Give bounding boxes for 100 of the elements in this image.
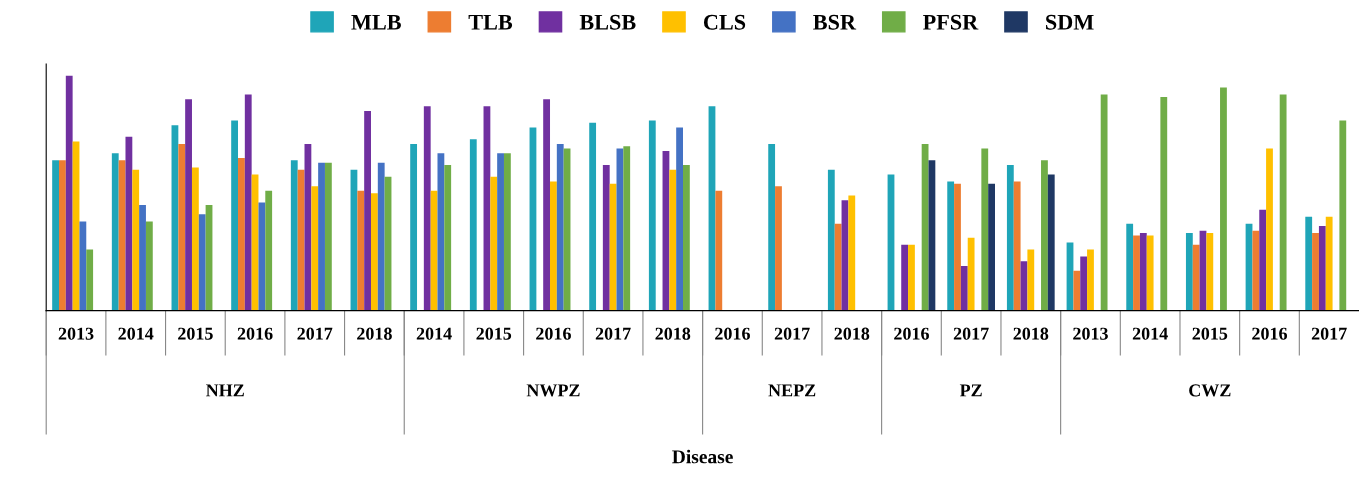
x-tick-label: 2017 (595, 327, 631, 340)
x-tick-label: 2017 (953, 327, 989, 340)
bar (258, 202, 266, 311)
bar (768, 143, 776, 311)
bar (901, 244, 909, 311)
bar (437, 153, 445, 311)
bar (683, 165, 690, 311)
bar (543, 99, 551, 311)
bar (908, 244, 915, 311)
bar (623, 146, 631, 311)
x-tick-label: 2017 (774, 327, 810, 340)
bar (58, 160, 66, 311)
bar (921, 143, 929, 311)
bar (370, 193, 378, 311)
bar (848, 195, 856, 311)
bar (111, 153, 119, 311)
bar (967, 237, 975, 311)
bar (834, 223, 842, 311)
x-tick-label: 2015 (178, 327, 213, 340)
legend-label: TLB (468, 14, 513, 30)
bar (1087, 249, 1094, 311)
x-tick-label: 2015 (476, 327, 512, 340)
bar (609, 183, 617, 311)
x-tick-label: 2014 (416, 327, 452, 340)
text: CWZ (1189, 384, 1231, 397)
bar (1139, 233, 1147, 311)
x-tick-label: 2016 (536, 327, 571, 340)
bar (297, 169, 305, 311)
legend-label: SDM (1046, 14, 1094, 30)
bar (290, 160, 298, 311)
x-tick-label: 2018 (357, 327, 392, 340)
legend-label: BLSB (579, 14, 636, 30)
bar (1100, 94, 1108, 311)
bar (648, 120, 656, 311)
bar (503, 153, 511, 311)
bar (947, 181, 955, 311)
text: NEPZ (768, 384, 816, 397)
bar (497, 153, 504, 311)
bar (86, 249, 94, 311)
bar (1206, 233, 1214, 311)
legend-label: CLS (703, 14, 746, 30)
bar (1192, 244, 1200, 311)
bar (1041, 160, 1048, 311)
bar (265, 190, 273, 311)
bar (1160, 96, 1168, 311)
bar (125, 136, 133, 311)
x-tick-label: 2018 (1013, 327, 1049, 340)
bar (589, 122, 597, 311)
legend-label: BSR (813, 14, 857, 30)
bar (1305, 216, 1313, 311)
text: NHZ (206, 384, 244, 397)
bar (550, 181, 557, 311)
x-tick-label: 2014 (118, 327, 154, 340)
bar (423, 106, 431, 311)
bar (1006, 165, 1014, 311)
bar (238, 157, 245, 311)
x-tick-label: 2018 (834, 327, 870, 340)
legend-label: PFSR (923, 14, 979, 30)
bar (185, 99, 192, 311)
bar (65, 75, 73, 311)
text: PZ (959, 384, 982, 397)
bar (981, 148, 989, 311)
bar (377, 162, 385, 311)
bar (132, 169, 140, 311)
bar (1013, 181, 1021, 311)
bar (364, 111, 371, 311)
bar (1266, 148, 1273, 311)
bar (1073, 270, 1081, 311)
bar (960, 265, 968, 311)
bar (490, 176, 498, 311)
bar (827, 169, 835, 311)
bar (231, 120, 239, 311)
x-tick-label: 2016 (237, 327, 273, 340)
bar (556, 143, 564, 311)
x-tick-label: 2016 (894, 327, 929, 340)
x-tick-label: 2013 (58, 327, 94, 340)
x-tick-label: 2015 (1192, 327, 1228, 340)
x-tick-label: 2017 (1311, 327, 1347, 340)
bar (357, 190, 365, 311)
x-tick-label: 2016 (1252, 327, 1288, 340)
legend-label: MLB (351, 14, 401, 30)
bar (669, 169, 677, 311)
bar (1325, 216, 1333, 311)
x-tick-label: 2016 (715, 327, 750, 340)
x-tick-label: 2018 (655, 327, 691, 340)
bar (954, 183, 961, 311)
bar (139, 204, 146, 311)
bar (244, 94, 252, 311)
bar (1133, 235, 1140, 311)
bar (79, 221, 87, 311)
x-tick-label: 2013 (1073, 327, 1108, 340)
bar (1252, 230, 1260, 311)
bar (676, 127, 683, 311)
bar (1027, 249, 1035, 311)
bar (198, 214, 206, 311)
bar (1279, 94, 1287, 311)
bar (1047, 174, 1055, 311)
bar (318, 162, 325, 311)
bar (1185, 233, 1193, 311)
text: Disease (672, 449, 733, 464)
